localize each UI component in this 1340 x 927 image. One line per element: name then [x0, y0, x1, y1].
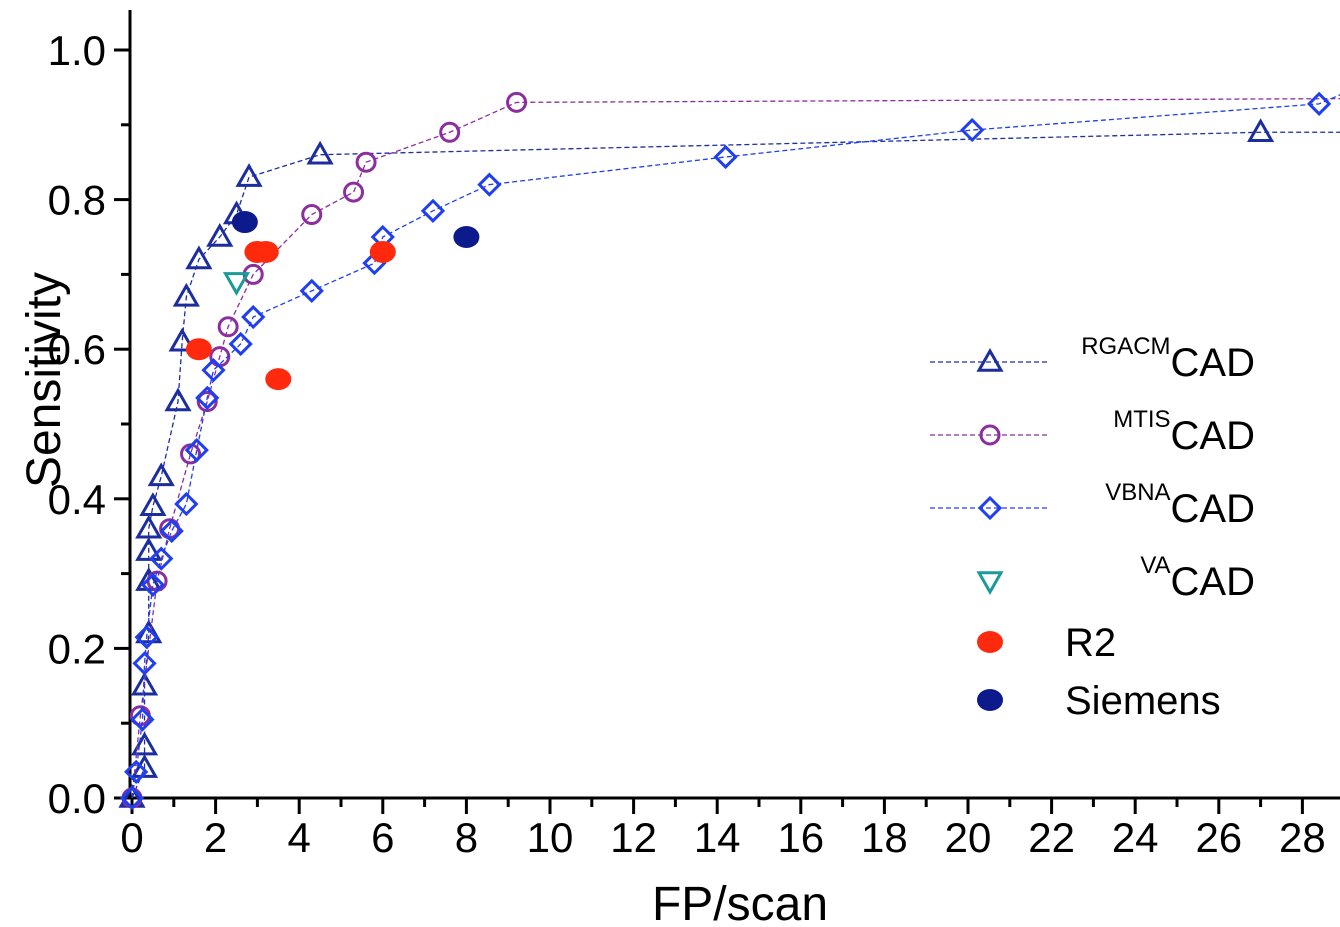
data-point: [201, 358, 226, 383]
x-tick-label: 18: [861, 814, 908, 861]
legend-label: RGACMCAD: [1081, 333, 1255, 385]
x-tick-label: 14: [694, 814, 741, 861]
data-point: [252, 240, 279, 263]
data-point: [172, 282, 200, 307]
data-point: [174, 491, 199, 517]
series-r2: [185, 240, 396, 391]
legend-label: VBNACAD: [1105, 479, 1255, 531]
legend-entry: MTISCAD: [930, 406, 1255, 458]
data-point: [132, 651, 157, 676]
x-tick-label: 28: [1279, 814, 1326, 861]
data-point: [196, 391, 218, 413]
legend-label: MTISCAD: [1113, 406, 1255, 458]
data-point: [228, 331, 253, 357]
data-point: [265, 368, 292, 391]
legend: RGACMCAD MTISCAD VBNACAD VACAD R2 Siemens: [930, 333, 1255, 723]
axes: 0 2 4 6 8 10 12 14 16 18 20 22 24 26 280.00.20.40.60.8…: [48, 10, 1340, 861]
series-layer: [118, 91, 1340, 811]
data-point: [453, 226, 480, 248]
series-line: [131, 97, 1340, 799]
data-point: [147, 462, 175, 487]
legend-marker: [977, 689, 1003, 711]
x-tick-label: 6: [371, 814, 394, 861]
data-point: [299, 278, 324, 303]
data-point: [301, 204, 323, 226]
legend-label: R2: [1065, 621, 1116, 665]
legend-marker: [979, 424, 1001, 446]
data-point: [231, 211, 258, 234]
y-tick-label: 0.4: [48, 476, 106, 523]
data-point: [439, 121, 461, 143]
x-tick-label: 22: [1028, 814, 1075, 861]
x-tick-label: 20: [945, 814, 992, 861]
data-point: [420, 198, 446, 223]
data-point: [119, 785, 145, 811]
data-point: [960, 117, 985, 143]
data-point: [1306, 91, 1332, 116]
legend-entry: VACAD: [976, 552, 1255, 604]
data-point: [195, 385, 220, 410]
x-tick-label: 2: [204, 814, 227, 861]
data-point: [130, 671, 159, 696]
y-tick-label: 0.0: [48, 775, 106, 822]
data-point: [506, 91, 528, 113]
legend-entry: VBNACAD: [930, 479, 1255, 531]
data-point: [159, 518, 184, 544]
data-point: [149, 546, 174, 571]
data-point: [1247, 118, 1275, 143]
x-tick-label: 12: [610, 814, 657, 861]
legend-label: VACAD: [1140, 552, 1255, 604]
data-point: [217, 316, 239, 338]
x-tick-label: 24: [1112, 814, 1159, 861]
y-tick-label: 1.0: [48, 27, 106, 74]
data-point: [477, 172, 502, 197]
x-tick-label: 16: [777, 814, 824, 861]
x-tick-label: 0: [120, 814, 143, 861]
data-point: [185, 338, 212, 361]
data-point: [168, 327, 196, 352]
data-point: [713, 144, 738, 170]
data-point: [124, 759, 149, 784]
data-point: [130, 731, 159, 756]
legend-entry: Siemens: [977, 679, 1221, 723]
data-point: [369, 240, 396, 263]
legend-label: Siemens: [1065, 679, 1221, 723]
x-axis-title: FP/scan: [652, 878, 828, 927]
data-point: [185, 245, 213, 270]
data-point: [135, 514, 163, 539]
data-point: [164, 387, 192, 412]
y-tick-label: 0.8: [48, 177, 106, 224]
data-point: [355, 151, 377, 173]
y-axis-title: Sensitivity: [18, 272, 71, 488]
data-point: [135, 537, 163, 561]
y-tick-label: 0.6: [48, 326, 106, 373]
legend-marker: [976, 347, 1004, 372]
series-siemens: [231, 211, 480, 248]
data-point: [306, 140, 334, 165]
data-point: [130, 707, 155, 732]
series-va: [222, 272, 251, 296]
data-point: [139, 492, 167, 517]
legend-marker: [977, 495, 1003, 521]
data-point: [206, 222, 234, 247]
legend-marker: [976, 571, 1004, 596]
legend-entry: R2: [977, 621, 1116, 665]
data-point: [343, 181, 365, 203]
legend-marker: [977, 631, 1003, 653]
data-point: [222, 272, 251, 296]
data-point: [140, 572, 166, 597]
x-tick-label: 10: [527, 814, 574, 861]
x-tick-label: 8: [455, 814, 478, 861]
x-tick-label: 4: [288, 814, 311, 861]
y-tick-label: 0.2: [48, 625, 106, 672]
data-point: [134, 625, 159, 650]
data-point: [241, 304, 266, 330]
x-tick-label: 26: [1195, 814, 1242, 861]
data-point: [235, 163, 263, 187]
data-point: [184, 438, 209, 463]
legend-entry: RGACMCAD: [930, 333, 1255, 385]
